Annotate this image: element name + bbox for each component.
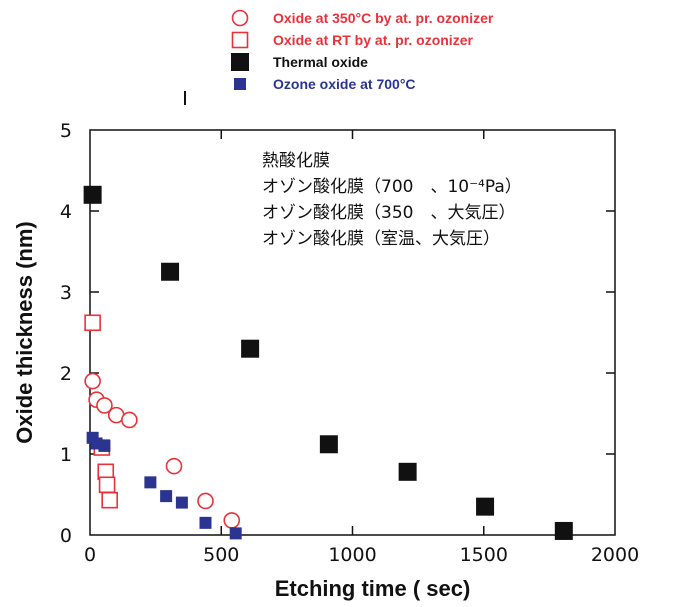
legend-marker <box>231 31 249 49</box>
y-tick-label: 5 <box>60 120 72 142</box>
data-point <box>101 491 118 509</box>
data-point <box>554 521 573 540</box>
data-point <box>144 476 157 489</box>
legend-label: Ozone oxide at 700°C <box>273 76 416 92</box>
data-point <box>96 397 113 414</box>
y-tick-label: 3 <box>60 282 72 304</box>
legend-label: Thermal oxide <box>273 54 368 70</box>
data-point <box>199 516 212 529</box>
data-point <box>319 435 338 454</box>
x-tick-label: 0 <box>84 544 96 566</box>
y-tick-label: 2 <box>60 363 72 385</box>
data-point <box>229 527 242 540</box>
data-point <box>98 439 111 452</box>
data-point <box>98 476 116 494</box>
data-point <box>84 314 101 332</box>
data-point <box>165 457 183 475</box>
annotation-line: オゾン酸化膜（350 、大気圧） <box>262 203 515 223</box>
y-tick-label: 0 <box>60 525 72 547</box>
legend-marker <box>231 53 249 71</box>
annotation-line: 熱酸化膜 <box>262 151 330 171</box>
y-axis-title: Oxide thickness (nm) <box>12 221 37 444</box>
x-tick-label: 2000 <box>591 544 639 566</box>
x-tick-label: 1500 <box>460 544 508 566</box>
x-tick-label: 500 <box>203 544 239 566</box>
annotation-line: オゾン酸化膜（室温、大気圧） <box>262 229 500 249</box>
data-point <box>83 185 102 204</box>
data-point <box>161 262 180 281</box>
legend-label: Oxide at 350°C by at. pr. ozonizer <box>273 10 494 26</box>
y-tick-label: 1 <box>60 444 72 466</box>
legend-marker <box>231 9 249 27</box>
data-point <box>175 496 188 509</box>
data-point <box>241 339 260 358</box>
x-axis-title: Etching time ( sec) <box>275 576 471 601</box>
tick-labels: 0 500 1000 1500 2000 0 1 2 3 4 5 <box>60 120 639 566</box>
legend-marker <box>234 78 246 90</box>
y-tick-label: 4 <box>60 201 72 223</box>
legend-label: Oxide at RT by at. pr. ozonizer <box>273 32 473 48</box>
data-point <box>476 497 495 516</box>
data-point <box>160 490 173 503</box>
data-points <box>83 185 573 540</box>
data-point <box>398 462 417 481</box>
data-point <box>84 372 101 390</box>
data-point <box>121 411 138 429</box>
annotation-line: オゾン酸化膜（700 、10⁻⁴Pa） <box>262 177 522 197</box>
data-point <box>197 492 214 510</box>
axis-ticks <box>90 130 615 535</box>
x-tick-label: 1000 <box>328 544 376 566</box>
legend: Oxide at 350°C by at. pr. ozonizer Oxide … <box>231 9 494 92</box>
data-point <box>223 512 241 529</box>
